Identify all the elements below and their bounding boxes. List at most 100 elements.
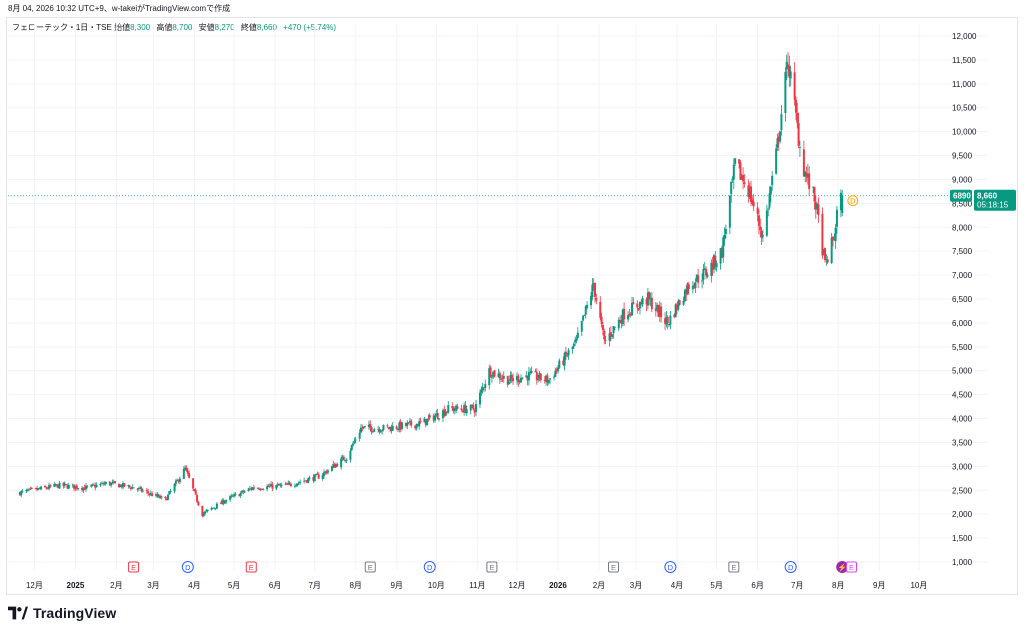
candle-body [776,138,779,148]
y-tick-label: 12,000 [952,32,977,41]
candle-body [82,487,85,491]
candle-body [75,485,78,489]
candle-body [475,404,478,412]
candle-body [600,316,603,324]
dividend-marker[interactable] [423,561,436,573]
earnings-marker-label: E [368,563,373,572]
candle-body [271,484,274,489]
candle-body [580,321,583,332]
candle-body [714,256,717,267]
candle-body [37,488,40,490]
candle-body [122,483,125,488]
y-tick-label: 2,000 [952,510,973,519]
candle-body [525,375,528,378]
y-tick-label: 4,500 [952,391,973,400]
candle-body [233,494,236,497]
candle-body [806,173,809,178]
candle-body [377,428,380,430]
candle-body [453,409,456,411]
earnings-marker[interactable] [486,561,498,573]
candle-body [705,269,708,276]
candle-body [83,487,86,490]
candle-body [685,289,688,295]
x-tick-label: 4月 [671,581,683,590]
candle-body [638,301,641,309]
candle-body [350,445,353,451]
earnings-marker-label: E [611,563,616,572]
candle-body [241,490,244,493]
candle-body [720,247,723,259]
candle-body [632,302,635,305]
candle-body [382,424,385,430]
candle-body [362,426,365,429]
candle-body [91,484,94,486]
candle-body [361,427,364,429]
candle-body [184,467,187,470]
earnings-marker[interactable] [364,561,376,573]
candle-body [222,500,225,504]
candle-body [529,372,532,373]
candle-body [262,489,265,491]
candle-body [280,484,283,486]
candle-body [750,186,753,202]
earnings-marker[interactable] [128,561,140,573]
candle-body [702,269,705,280]
candle-body [358,432,361,439]
candle-body [414,425,417,429]
y-tick-label: 11,000 [952,80,976,89]
candle-body [303,480,306,482]
candle-body [28,488,31,490]
brand-logo[interactable]: TradingView [8,605,116,621]
candle-body [834,227,837,242]
candle-body [127,485,130,486]
dividend-marker[interactable] [181,561,194,573]
candle-body [324,471,327,473]
price-tag-countdown: 05:18:15 [977,201,1009,210]
candle-body [288,482,291,484]
earnings-marker[interactable] [845,561,857,573]
legend-symbol: フェローテック・1日・TSE [12,23,112,32]
candle-body [391,425,394,431]
candle-body [47,485,50,489]
dividend-marker[interactable] [784,561,797,573]
upcoming-dividend-marker[interactable] [847,195,859,207]
candle-body [444,411,447,416]
ohlc-legend: フェローテック・1日・TSE 始値8,300 高値8,700 安値8,270 終… [12,22,336,33]
candle-body [748,187,751,198]
y-tick-label: 6,500 [952,295,973,304]
price-tag: 6890 8,660 05:18:15 [950,189,1016,211]
candle-body [833,239,836,241]
candle-body [352,443,355,446]
y-tick-label: 10,000 [952,128,977,137]
legend-close-label: 終値 [240,23,257,32]
candle-body [26,490,29,491]
candle-body [816,203,819,209]
earnings-marker[interactable] [608,561,620,573]
candle-body [136,488,139,490]
candle-body [363,425,366,427]
legend-low: 8,270 [214,23,235,32]
candle-body [724,228,727,234]
candle-body [590,295,593,306]
earnings-marker[interactable] [245,561,257,573]
candle-body [406,422,409,426]
candle-body [502,375,505,379]
candle-body [796,112,799,123]
earnings-marker-label: E [849,563,854,572]
candle-body [359,427,362,433]
candle-body [627,315,630,320]
candle-body [387,427,390,429]
candle-body [839,192,842,211]
candle-body [202,513,205,516]
candle-body [304,480,307,482]
candle-body [711,264,714,269]
brand-name: TradingView [33,605,117,621]
candle-body [399,421,402,430]
candle-body [808,173,811,189]
candle-body [293,485,296,487]
price-tag-price: 8,660 [977,192,998,201]
dividend-marker[interactable] [664,561,677,573]
candle-body [141,490,144,492]
earnings-marker[interactable] [728,561,740,573]
